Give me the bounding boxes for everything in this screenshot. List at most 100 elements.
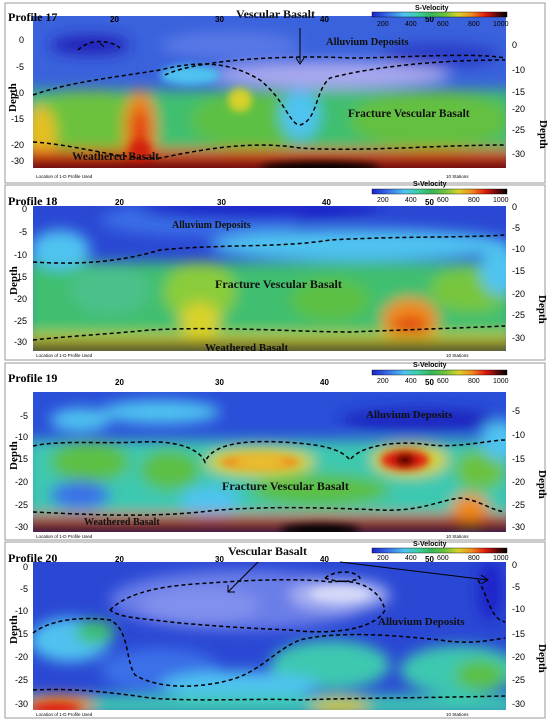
alluvium-boundary xyxy=(32,617,506,687)
arrow-head xyxy=(480,574,489,585)
depth-tick: -30 xyxy=(512,333,525,343)
depth-axis-label: Depth xyxy=(536,470,548,499)
weathered-boundary xyxy=(32,141,506,159)
weathered-label: Weathered Basalt xyxy=(72,151,159,163)
depth-tick: -30 xyxy=(512,149,525,159)
footer-note: Location of 1-D Profile Used xyxy=(36,174,93,179)
depth-tick: -25 xyxy=(15,500,28,510)
legend-tick: 200 xyxy=(377,21,389,28)
depth-tick: -30 xyxy=(512,522,525,532)
small-arrow xyxy=(99,42,105,48)
layer-boundaries xyxy=(32,561,506,701)
depth-tick: -10 xyxy=(512,604,525,614)
legend-tick: 800 xyxy=(468,378,480,385)
depth-tick: -15 xyxy=(512,87,525,97)
fracture-label: Fracture Vescular Basalt xyxy=(222,479,349,493)
legend-tick: 200 xyxy=(377,197,389,204)
legend-tick: 800 xyxy=(468,197,480,204)
depth-tick: -10 xyxy=(15,606,28,616)
depth-tick: -5 xyxy=(16,62,24,72)
depth-tick: -30 xyxy=(512,699,525,709)
alluvium-label: Alluvium Deposits xyxy=(172,220,251,231)
legend-tick: 400 xyxy=(405,21,417,28)
profile-17-panel: Profile 17 20 30 40 50 S-Velocity 200 40… xyxy=(4,2,549,184)
depth-tick: -15 xyxy=(15,454,28,464)
velocity-section xyxy=(33,392,506,532)
legend-title: S-Velocity xyxy=(413,181,447,188)
top-tick: 20 xyxy=(110,15,119,24)
profile-title: Profile 19 xyxy=(8,371,57,385)
depth-tick: -20 xyxy=(15,477,28,487)
alluvium-boundary xyxy=(32,59,506,126)
top-tick: 40 xyxy=(320,378,329,387)
footer-stations: 10 Stations xyxy=(446,712,469,717)
colorbar: S-Velocity 200 400 600 800 1000 xyxy=(371,362,509,385)
weathered-label: Weathered Basalt xyxy=(84,517,160,528)
legend-tick: 600 xyxy=(437,378,449,385)
top-tick: 20 xyxy=(115,555,124,564)
legend-tick: 1000 xyxy=(493,21,509,28)
depth-tick: -10 xyxy=(512,65,525,75)
depth-tick: -10 xyxy=(14,250,27,260)
alluvium-boundary xyxy=(32,439,506,464)
depth-axis-right: 0 -5 -10 -15 -20 -25 -30 Depth xyxy=(512,202,548,343)
legend-tick: 1000 xyxy=(493,197,509,204)
depth-tick: -5 xyxy=(512,223,520,233)
depth-tick: 0 xyxy=(512,202,517,212)
depth-tick: -5 xyxy=(20,584,28,594)
velocity-section xyxy=(33,16,506,168)
depth-tick: -10 xyxy=(512,430,525,440)
fracture-label: Fracture Vescular Basalt xyxy=(215,277,342,291)
depth-axis-label: Depth xyxy=(8,266,20,295)
top-tick: 50 xyxy=(425,198,434,207)
depth-tick: -25 xyxy=(512,125,525,135)
legend-tick: 400 xyxy=(405,378,417,385)
depth-tick: -25 xyxy=(512,675,525,685)
legend-tick: 600 xyxy=(437,197,449,204)
depth-axis-left: 0 -5 -10 -15 -20 -25 -30 Depth xyxy=(8,562,28,709)
legend-title: S-Velocity xyxy=(413,362,447,369)
layer-boundaries xyxy=(32,439,506,516)
legend-title: S-Velocity xyxy=(415,5,449,12)
depth-tick: 0 xyxy=(19,35,24,45)
vescular-basalt-label: Vescular Basalt xyxy=(236,7,315,21)
alluvium-boundary xyxy=(32,234,506,264)
depth-axis-label: Depth xyxy=(536,295,548,324)
top-tick: 30 xyxy=(215,378,224,387)
alluvium-label: Alluvium Deposits xyxy=(366,409,453,421)
depth-tick: 0 xyxy=(23,562,28,572)
layer-boundaries xyxy=(32,234,506,341)
top-tick: 30 xyxy=(215,15,224,24)
profile-title: Profile 17 xyxy=(8,10,57,24)
depth-tick: 0 xyxy=(512,560,517,570)
vescular-arrow xyxy=(227,561,259,593)
legend-tick: 1000 xyxy=(493,378,509,385)
depth-axis-left: -5 -10 -15 -20 -25 -30 Depth xyxy=(8,411,28,532)
profile-19-panel: Profile 19 20 30 40 50 S-Velocity 200 40… xyxy=(4,362,548,541)
depth-axis-label: Depth xyxy=(536,644,548,673)
top-tick: 50 xyxy=(425,555,434,564)
legend-title: S-Velocity xyxy=(413,541,447,548)
footer-note: Location of 1-D Profile Used xyxy=(36,353,93,358)
long-arrow xyxy=(339,561,489,581)
depth-tick: -5 xyxy=(20,411,28,421)
legend-tick: 600 xyxy=(437,21,449,28)
velocity-section xyxy=(33,562,506,710)
depth-tick: -15 xyxy=(512,454,525,464)
depth-axis-label: Depth xyxy=(8,441,20,470)
depth-tick: -25 xyxy=(14,316,27,326)
depth-tick: 0 xyxy=(22,204,27,214)
depth-tick: -10 xyxy=(512,244,525,254)
depth-tick: -5 xyxy=(512,406,520,416)
depth-tick: -20 xyxy=(15,652,28,662)
top-tick: 40 xyxy=(320,555,329,564)
legend-tick: 200 xyxy=(377,555,389,562)
top-tick: 50 xyxy=(425,378,434,387)
profile-title: Profile 20 xyxy=(8,551,57,565)
depth-tick: -10 xyxy=(15,432,28,442)
vescular-basalt-label: Vescular Basalt xyxy=(228,544,307,558)
depth-tick: -25 xyxy=(512,310,525,320)
pocket-boundary xyxy=(77,40,121,51)
profile-18-panel: Profile 18 20 30 40 50 S-Velocity 200 40… xyxy=(4,181,548,361)
